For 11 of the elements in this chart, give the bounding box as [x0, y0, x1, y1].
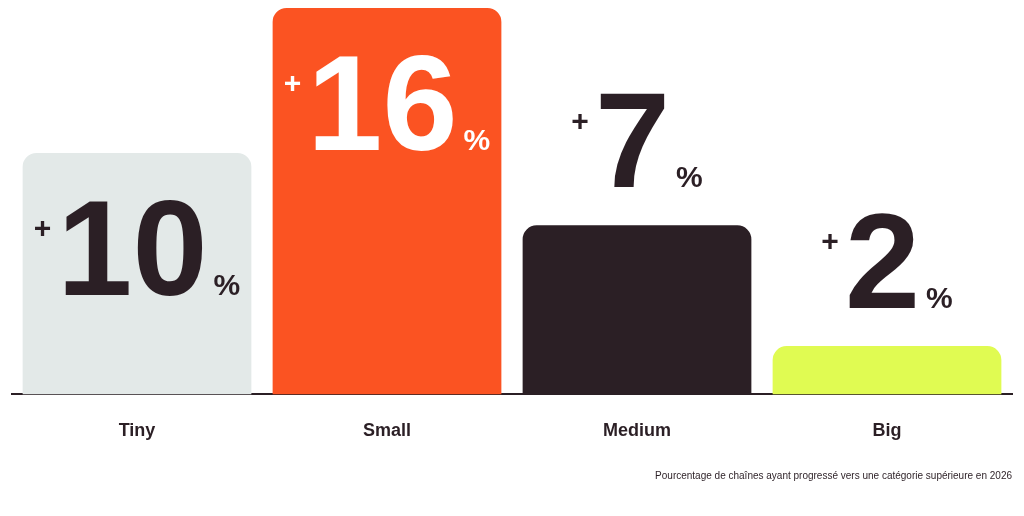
data-label: +2% — [821, 186, 953, 338]
data-label: +16% — [283, 27, 491, 179]
x-tick-label: Small — [362, 420, 412, 441]
data-label: +7% — [571, 65, 703, 217]
bar — [772, 346, 1002, 395]
x-tick-label: Medium — [602, 420, 672, 441]
x-tick-label: Tiny — [118, 420, 156, 441]
x-tick-label: Big — [872, 420, 902, 441]
text: Pourcentage de chaînes ayant progressé vers une catégorie supérieure en 2026 — [654, 470, 1013, 481]
bar — [272, 8, 502, 395]
data-label: +10% — [33, 172, 241, 324]
